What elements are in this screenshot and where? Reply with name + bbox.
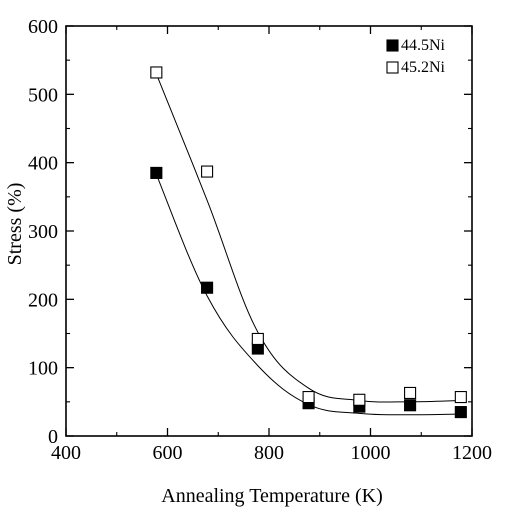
data-point-45.2Ni — [404, 386, 417, 400]
y-tick-label: 600 — [28, 16, 58, 38]
fit-curves — [155, 73, 461, 416]
data-point-44.5Ni — [404, 399, 417, 412]
legend-label-45.2Ni: 45.2Ni — [401, 59, 446, 76]
data-point-45.2Ni — [201, 165, 214, 178]
y-tick-label: 100 — [28, 358, 58, 380]
data-point-45.2Ni — [251, 332, 264, 346]
fit-curve-45.2Ni — [155, 73, 461, 403]
x-tick-label: 400 — [51, 442, 81, 464]
x-tick-label: 1000 — [351, 442, 391, 464]
x-tick-label: 800 — [254, 442, 284, 464]
axis-ticks: 400 600 800 1000 1200 0 100 200 300 400 500 600 — [28, 16, 492, 464]
y-tick-label: 300 — [28, 221, 58, 243]
y-tick-label: 400 — [28, 153, 58, 175]
data-point-44.5Ni — [201, 281, 214, 294]
data-point-44.5Ni — [454, 406, 467, 419]
legend: 44.5Ni 45.2Ni — [386, 37, 446, 76]
x-tick-label: 1200 — [452, 442, 492, 464]
y-tick-label: 500 — [28, 84, 58, 106]
legend-marker-44.5Ni — [386, 39, 399, 52]
x-tick-label: 600 — [153, 442, 183, 464]
y-tick-label: 0 — [48, 426, 58, 448]
fit-curve-44.5Ni — [155, 174, 461, 416]
legend-label-44.5Ni: 44.5Ni — [401, 37, 446, 54]
y-tick-label: 200 — [28, 289, 58, 311]
data-markers — [150, 66, 467, 419]
data-point-45.2Ni — [454, 390, 467, 404]
data-point-45.2Ni — [353, 393, 366, 406]
plot-area — [65, 25, 473, 437]
data-point-45.2Ni — [150, 66, 163, 79]
plot-border — [65, 25, 473, 437]
legend-marker-45.2Ni — [386, 61, 399, 74]
x-axis-title: Annealing Temperature (K) — [161, 485, 382, 507]
y-axis-title: Stress (%) — [4, 183, 26, 266]
data-point-44.5Ni — [150, 166, 163, 179]
data-point-45.2Ni — [302, 390, 315, 404]
